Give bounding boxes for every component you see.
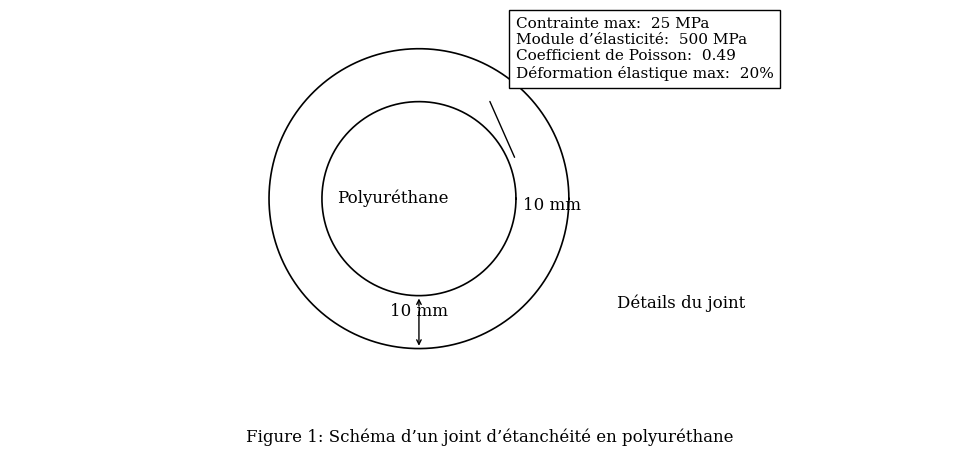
Text: 10 mm: 10 mm <box>522 197 580 214</box>
Text: Polyuréthane: Polyuréthane <box>336 190 448 207</box>
Text: Détails du joint: Détails du joint <box>617 295 745 313</box>
Text: 10 mm: 10 mm <box>389 303 448 320</box>
Text: Contrainte max:  25 MPa
Module d’élasticité:  500 MPa
Coefficient de Poisson:  0: Contrainte max: 25 MPa Module d’élastici… <box>515 17 773 81</box>
Text: Figure 1: Schéma d’un joint d’étanchéité en polyuréthane: Figure 1: Schéma d’un joint d’étanchéité… <box>245 429 733 446</box>
